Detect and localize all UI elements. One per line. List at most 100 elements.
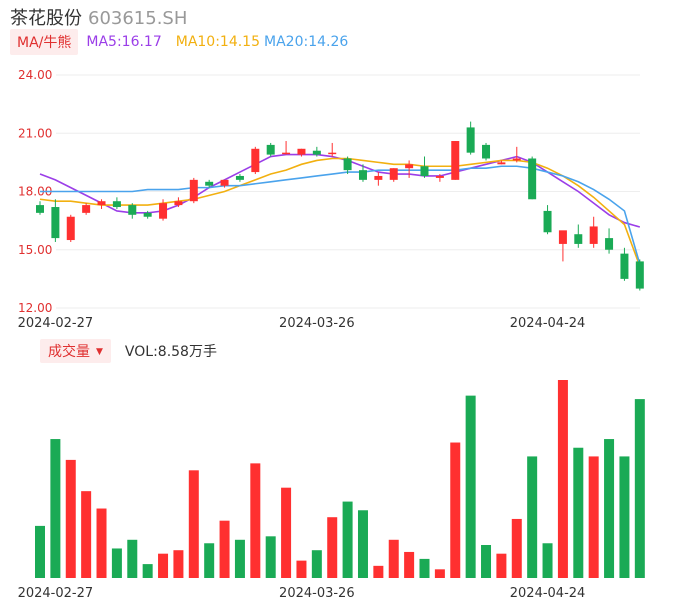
candle[interactable] [251,146,260,175]
volume-bar [511,518,522,578]
candle-body [266,144,275,155]
x-tick-label: 2024-04-24 [510,316,586,331]
volume-bar [357,510,368,578]
candles [36,121,644,291]
candle-body [543,210,552,233]
dropdown-triangle-icon[interactable]: ▼ [96,347,103,357]
candle[interactable] [558,230,567,262]
candle[interactable] [358,164,367,182]
candle-body [312,150,321,155]
x-tick-label: 2024-03-26 [279,586,355,601]
candle[interactable] [282,141,291,155]
candle[interactable] [312,146,321,157]
candle-body [605,238,614,250]
candle[interactable] [589,216,598,248]
candle-body [66,216,75,241]
volume-bar [388,539,399,578]
ma10-line [39,157,641,267]
candle-body [374,175,383,180]
candle[interactable] [528,156,537,200]
candle[interactable] [482,142,491,161]
stock-code: 603615.SH [88,8,188,29]
candle-body [435,175,444,178]
candle[interactable] [605,228,614,254]
volume-indicator-tab[interactable]: 成交量 ▼ [40,339,111,363]
ma5-value: MA5:16.17 [86,34,162,50]
ma-indicator-tab[interactable]: MA/牛熊 [10,29,79,55]
candle[interactable] [128,203,137,219]
price-date-labels: 2024-02-27 2024-03-26 2024-04-24 [18,316,586,331]
candle[interactable] [328,142,337,157]
candle-body [36,205,44,213]
volume-bar [619,456,630,578]
volume-legend: 成交量 ▼ VOL:8.58万手 [40,339,217,363]
candle-body [159,203,168,219]
candle-body [451,141,460,180]
volume-bar [188,470,199,578]
candle[interactable] [574,224,583,248]
volume-bar [127,539,138,578]
candle[interactable] [220,179,229,188]
ma10-value: MA10:14.15 [175,34,261,50]
candle[interactable] [497,160,506,165]
x-tick-label: 2024-03-26 [279,316,355,331]
candle[interactable] [174,197,183,208]
candle[interactable] [389,168,398,182]
volume-bar [142,564,153,578]
volume-bar [557,380,568,578]
candle-body [128,205,137,215]
volume-bar [50,439,61,578]
volume-bar [234,539,245,578]
candle[interactable] [512,146,521,163]
volume-bar [281,487,292,578]
volume-bar [373,565,384,578]
stock-name: 茶花股份 [10,8,82,29]
volume-bar [588,456,599,578]
candle[interactable] [451,141,460,180]
y-tick-label: 18.00 [18,185,52,199]
candle-body [220,179,229,186]
candle[interactable] [235,174,244,182]
candle-body [528,158,537,200]
candle[interactable] [266,142,275,157]
candle[interactable] [36,201,44,215]
candle[interactable] [420,156,429,178]
candle-body [82,205,91,213]
candle[interactable] [205,179,214,188]
candle-body [620,253,629,279]
volume-bar [111,548,122,578]
candle-body [589,226,598,244]
volume-bar [265,536,276,578]
candle[interactable] [112,197,121,209]
candle[interactable] [374,172,383,186]
volume-bar [296,560,307,578]
candle[interactable] [189,177,198,204]
candle-body [420,166,429,176]
price-grid [56,74,640,309]
volume-bar [158,553,169,578]
volume-bar [419,558,430,578]
candle[interactable] [343,156,352,175]
x-tick-label: 2024-04-24 [510,586,586,601]
candle[interactable] [143,210,152,219]
candle[interactable] [97,199,106,209]
candle[interactable] [66,214,75,242]
volume-bar [573,447,584,578]
candle[interactable] [435,174,444,182]
volume-bar [404,551,415,578]
candle[interactable] [635,259,644,291]
candle[interactable] [620,247,629,281]
volume-bar [342,501,353,578]
volume-bar [542,543,553,578]
candle[interactable] [405,160,414,178]
candle[interactable] [297,148,306,157]
candle[interactable] [51,199,60,242]
candle-body [405,164,414,169]
y-tick-label: 24.00 [18,68,52,82]
candle[interactable] [159,199,168,221]
candle-body [389,168,398,180]
candle[interactable] [466,121,475,155]
candle[interactable] [543,205,552,235]
candle[interactable] [82,203,91,215]
